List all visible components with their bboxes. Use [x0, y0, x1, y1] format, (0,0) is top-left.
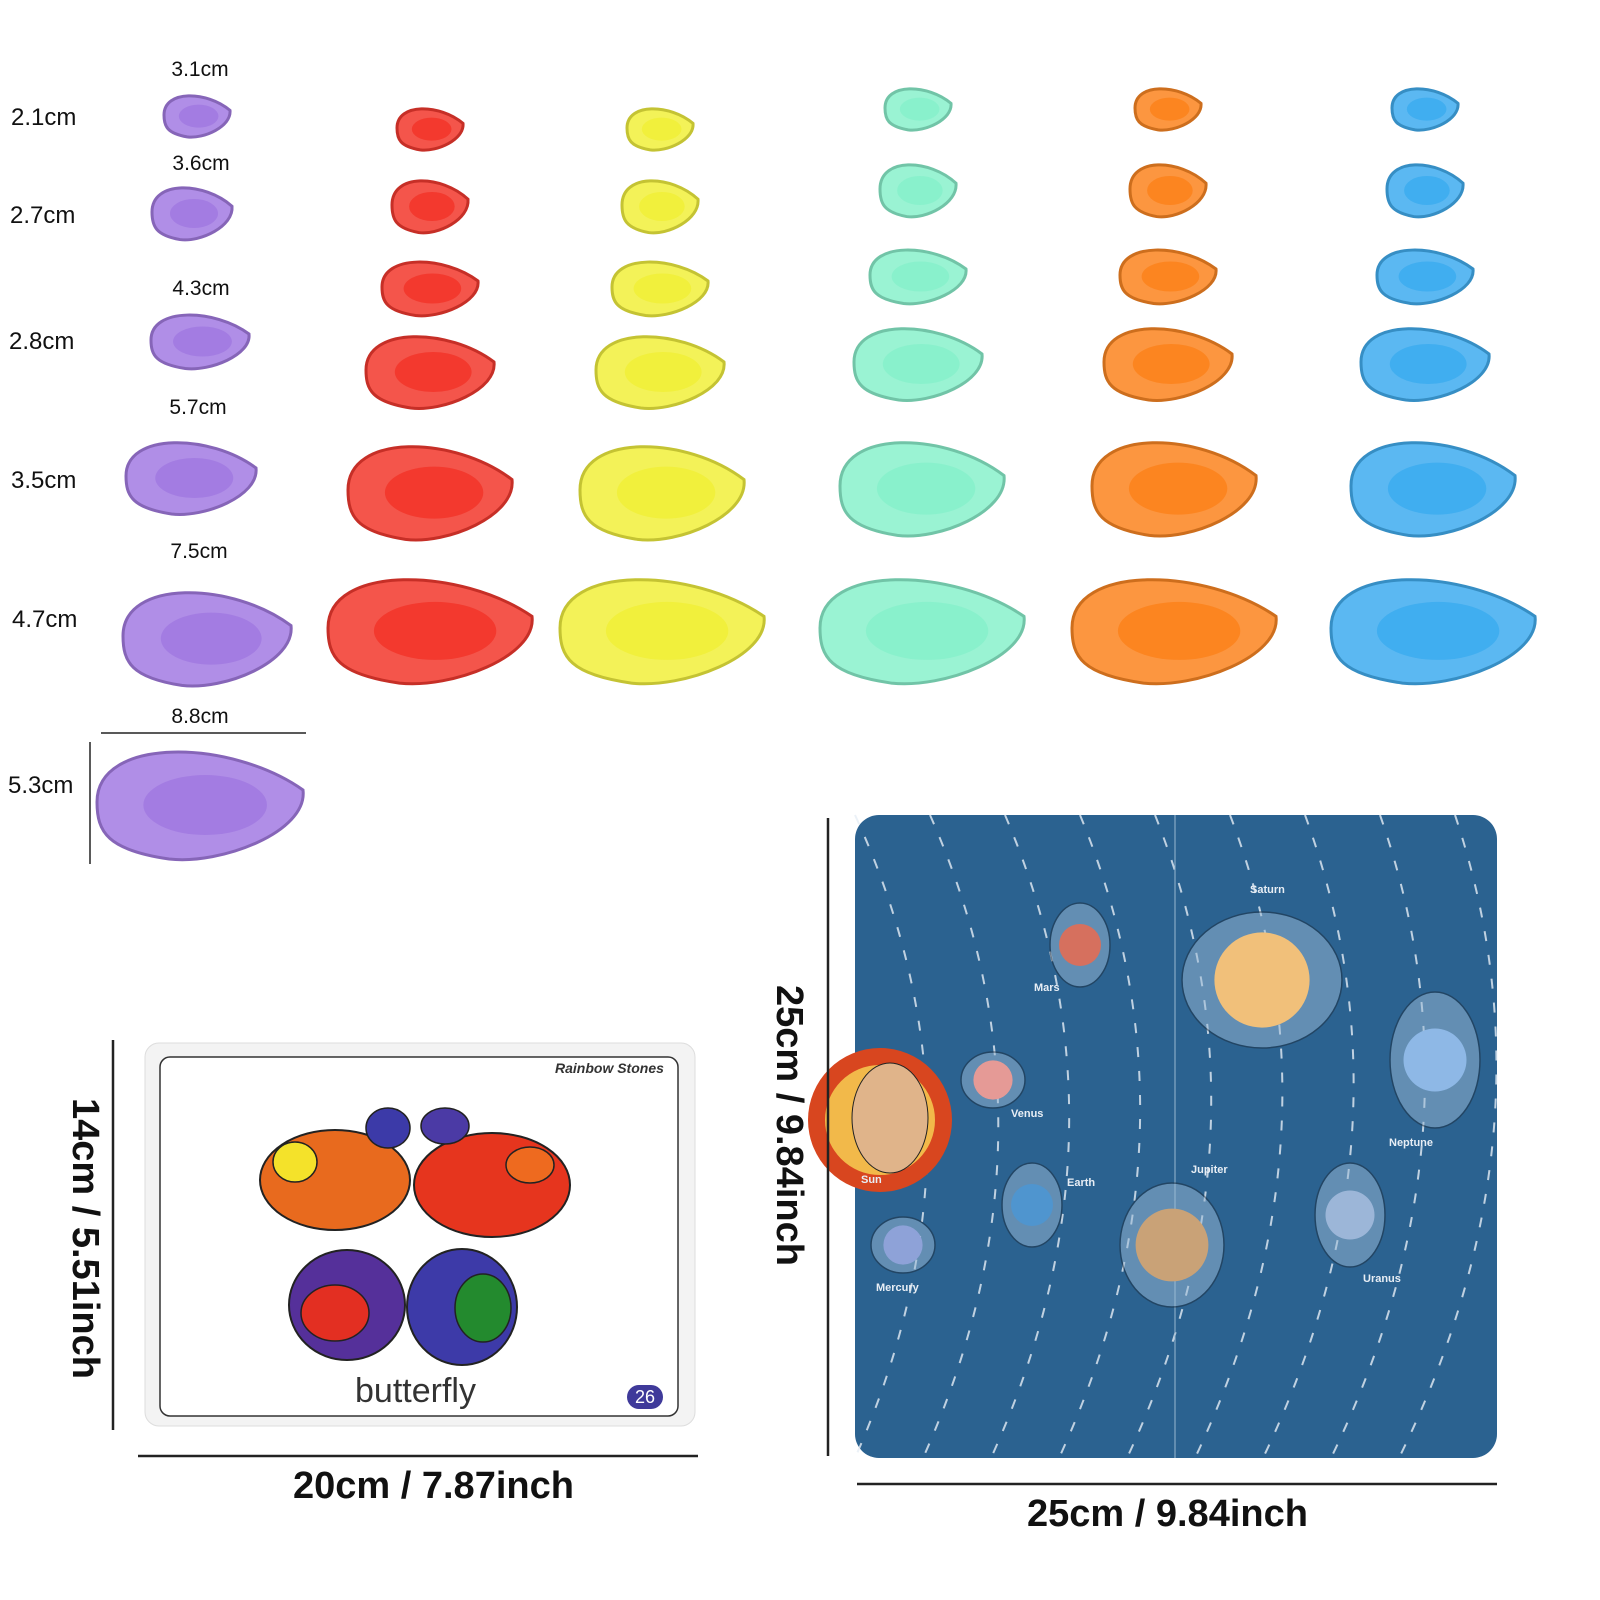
width-label: 4.3cm — [172, 277, 230, 300]
yellow-stone-core — [641, 117, 682, 141]
yellow-stone-core — [616, 466, 716, 519]
purple-stone-core — [178, 104, 219, 128]
card-spot-orange — [505, 1146, 555, 1184]
planet-label-venus: Venus — [1011, 1108, 1044, 1120]
red-stone-core — [373, 601, 497, 660]
height-label: 2.8cm — [9, 328, 75, 355]
planet-label-mars: Mars — [1034, 982, 1060, 994]
orbit-line — [854, 814, 929, 1459]
planet-label-saturn: Saturn — [1250, 884, 1285, 896]
orange-stone-core — [1147, 175, 1193, 205]
orange-stone-core — [1132, 344, 1210, 384]
card-width-label: 20cm / 7.87inch — [293, 1465, 574, 1507]
red-stone-core — [403, 273, 462, 304]
card-wing-red — [413, 1132, 571, 1238]
card-word: butterfly — [355, 1372, 476, 1410]
planet-label-sun: Sun — [861, 1174, 882, 1186]
venus-icon — [973, 1060, 1013, 1100]
yellow-stone-core — [605, 601, 729, 660]
height-label: 5.3cm — [8, 772, 74, 799]
card-antenna-right — [420, 1107, 470, 1145]
uranus-icon — [1325, 1190, 1375, 1240]
card-spot-red — [300, 1284, 370, 1342]
planet-label-neptune: Neptune — [1389, 1137, 1433, 1149]
orange-stone-core — [1128, 462, 1228, 515]
height-label: 4.7cm — [12, 606, 78, 633]
orange-stone-core — [1117, 601, 1241, 660]
red-stone-core — [411, 117, 452, 141]
purple-stone-core — [170, 198, 218, 228]
card-number-badge: 26 — [627, 1385, 663, 1409]
width-label: 7.5cm — [170, 540, 228, 563]
planet-label-uranus: Uranus — [1363, 1273, 1401, 1285]
saturn-icon — [1214, 932, 1310, 1028]
height-label: 3.5cm — [11, 467, 77, 494]
card-spot-green — [454, 1273, 512, 1343]
card-height-label: 14cm / 5.51inch — [64, 1098, 106, 1379]
purple-stone-core — [155, 458, 234, 498]
card-spot-yellow — [272, 1141, 318, 1183]
blue-stone-core — [1398, 261, 1457, 292]
green-stone-core — [876, 462, 976, 515]
planet-label-earth: Earth — [1067, 1177, 1096, 1189]
purple-stone-core — [173, 326, 232, 357]
green-stone-core — [865, 601, 989, 660]
width-label: 5.7cm — [169, 396, 227, 419]
jupiter-icon — [1135, 1208, 1209, 1282]
blue-stone-core — [1387, 462, 1487, 515]
purple-stone-core — [143, 775, 267, 835]
orbit-line — [1330, 814, 1426, 1459]
card-antenna-left — [365, 1107, 411, 1149]
mars-icon — [1059, 924, 1101, 966]
planet-label-mercury: Mercury — [876, 1282, 919, 1294]
blue-stone-core — [1404, 175, 1450, 205]
sun-stone-slot — [851, 1062, 929, 1174]
green-stone-core — [899, 97, 940, 121]
mercury-icon — [883, 1225, 923, 1265]
board-width-label: 25cm / 9.84inch — [1027, 1493, 1308, 1535]
green-stone-core — [882, 344, 960, 384]
card-brand-logo: Rainbow Stones — [555, 1060, 664, 1076]
board-height-label: 25cm / 9.84inch — [768, 985, 810, 1266]
earth-icon — [1011, 1184, 1053, 1226]
yellow-stone-core — [633, 273, 692, 304]
green-stone-core — [891, 261, 950, 292]
blue-stone-core — [1389, 344, 1467, 384]
card-inner-border — [159, 1056, 679, 1417]
red-stone-core — [394, 352, 472, 392]
neptune-icon — [1403, 1028, 1467, 1092]
orange-stone-core — [1141, 261, 1200, 292]
blue-stone-core — [1376, 601, 1500, 660]
width-label: 3.6cm — [172, 152, 230, 175]
orbit-line — [1398, 814, 1498, 1459]
height-label: 2.7cm — [10, 202, 76, 229]
purple-stone-core — [160, 612, 262, 665]
red-stone-core — [409, 191, 455, 221]
orange-stone-core — [1149, 97, 1190, 121]
yellow-stone-core — [639, 191, 685, 221]
height-label: 2.1cm — [11, 104, 77, 131]
green-stone-core — [897, 175, 943, 205]
yellow-stone-core — [624, 352, 702, 392]
planet-label-jupiter: Jupiter — [1191, 1164, 1228, 1176]
width-label: 3.1cm — [171, 58, 229, 81]
blue-stone-core — [1406, 97, 1447, 121]
width-label: 8.8cm — [171, 705, 229, 728]
red-stone-core — [384, 466, 484, 519]
